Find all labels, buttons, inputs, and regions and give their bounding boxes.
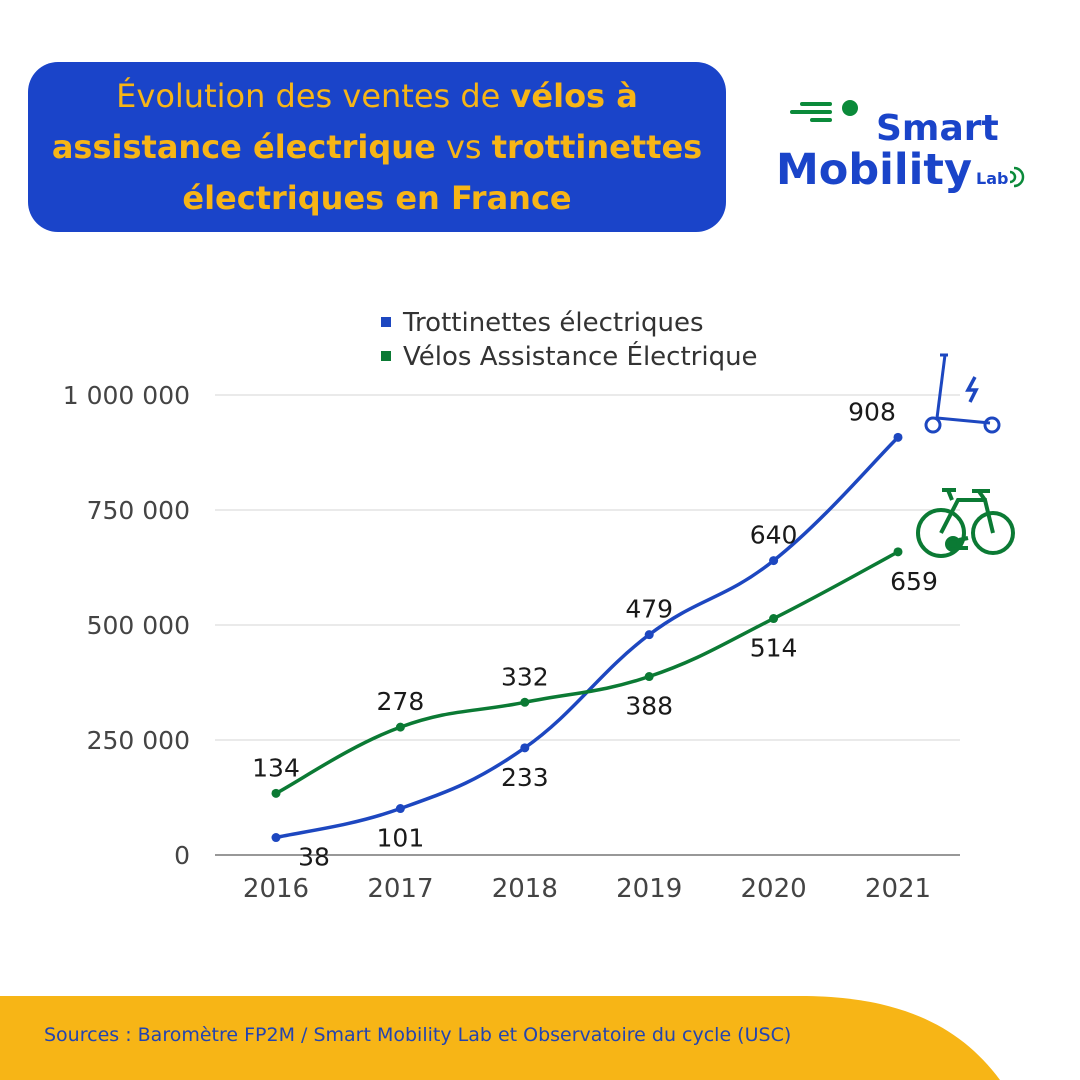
x-tick-label: 2019 [616, 874, 682, 904]
x-tick-label: 2021 [865, 874, 931, 904]
data-point [769, 556, 779, 566]
data-label: 101 [377, 824, 425, 853]
logo-line1: Smart [876, 108, 999, 149]
chart-title: Évolution des ventes de vélos à assistan… [47, 71, 707, 224]
data-point [395, 804, 405, 814]
x-tick-label: 2020 [741, 874, 807, 904]
data-point [769, 614, 779, 624]
data-label: 514 [750, 634, 798, 663]
scooter-icon [924, 353, 1001, 434]
data-point [893, 432, 903, 442]
data-point [644, 672, 654, 682]
data-point [520, 697, 530, 707]
data-point [520, 743, 530, 753]
speed-lines-icon [790, 102, 832, 122]
data-point [644, 630, 654, 640]
x-tick-label: 2016 [243, 874, 309, 904]
legend-label: Vélos Assistance Électrique [403, 340, 758, 372]
footer-shape [0, 996, 1000, 1080]
data-label: 479 [625, 595, 673, 624]
y-tick-label: 750 000 [87, 496, 190, 525]
title-part-3: trottinettes électriques en France [182, 127, 703, 217]
sales-line-chart: 0 250 000 500 000 750 000 1 000 000 2016 2017 2… [63, 308, 1015, 904]
y-tick-label: 250 000 [87, 726, 190, 755]
title-part-2: vs [435, 127, 492, 166]
title-part-0: Évolution des ventes de [116, 76, 511, 115]
series-line [274, 550, 900, 796]
legend-marker [381, 317, 391, 327]
data-point [395, 722, 405, 732]
data-label: 908 [848, 397, 896, 426]
sources-text: Sources : Baromètre FP2M / Smart Mobilit… [44, 1024, 792, 1046]
x-tick-label: 2018 [492, 874, 558, 904]
legend-marker [381, 351, 391, 361]
logo-line2: Mobility [776, 145, 972, 195]
legend-label: Trottinettes électriques [402, 308, 704, 338]
logo-dot-icon [842, 100, 858, 116]
y-tick-label: 1 000 000 [63, 381, 190, 410]
data-label: 278 [377, 687, 425, 716]
data-label: 640 [750, 521, 798, 550]
footer-bar: Sources : Baromètre FP2M / Smart Mobilit… [0, 996, 1080, 1080]
data-label: 388 [625, 692, 673, 721]
title-banner: Évolution des ventes de vélos à assistan… [28, 62, 726, 232]
smart-mobility-lab-logo: Smart Mobility Lab [776, 100, 1025, 195]
data-point [271, 833, 281, 843]
data-label: 659 [890, 567, 938, 596]
signal-waves-icon [1009, 166, 1025, 188]
data-label: 332 [501, 662, 549, 691]
x-tick-label: 2017 [367, 874, 433, 904]
ebike-icon [916, 488, 1015, 558]
data-point [893, 547, 903, 557]
series-line [274, 435, 900, 840]
data-label: 134 [252, 753, 300, 782]
title-part-1: vélos à assistance électrique [51, 76, 638, 166]
data-label: 233 [501, 763, 549, 792]
logo-sub: Lab [976, 169, 1008, 188]
data-label: 38 [298, 843, 330, 872]
data-point [271, 788, 281, 798]
y-tick-label: 500 000 [87, 611, 190, 640]
y-tick-label: 0 [174, 841, 190, 870]
